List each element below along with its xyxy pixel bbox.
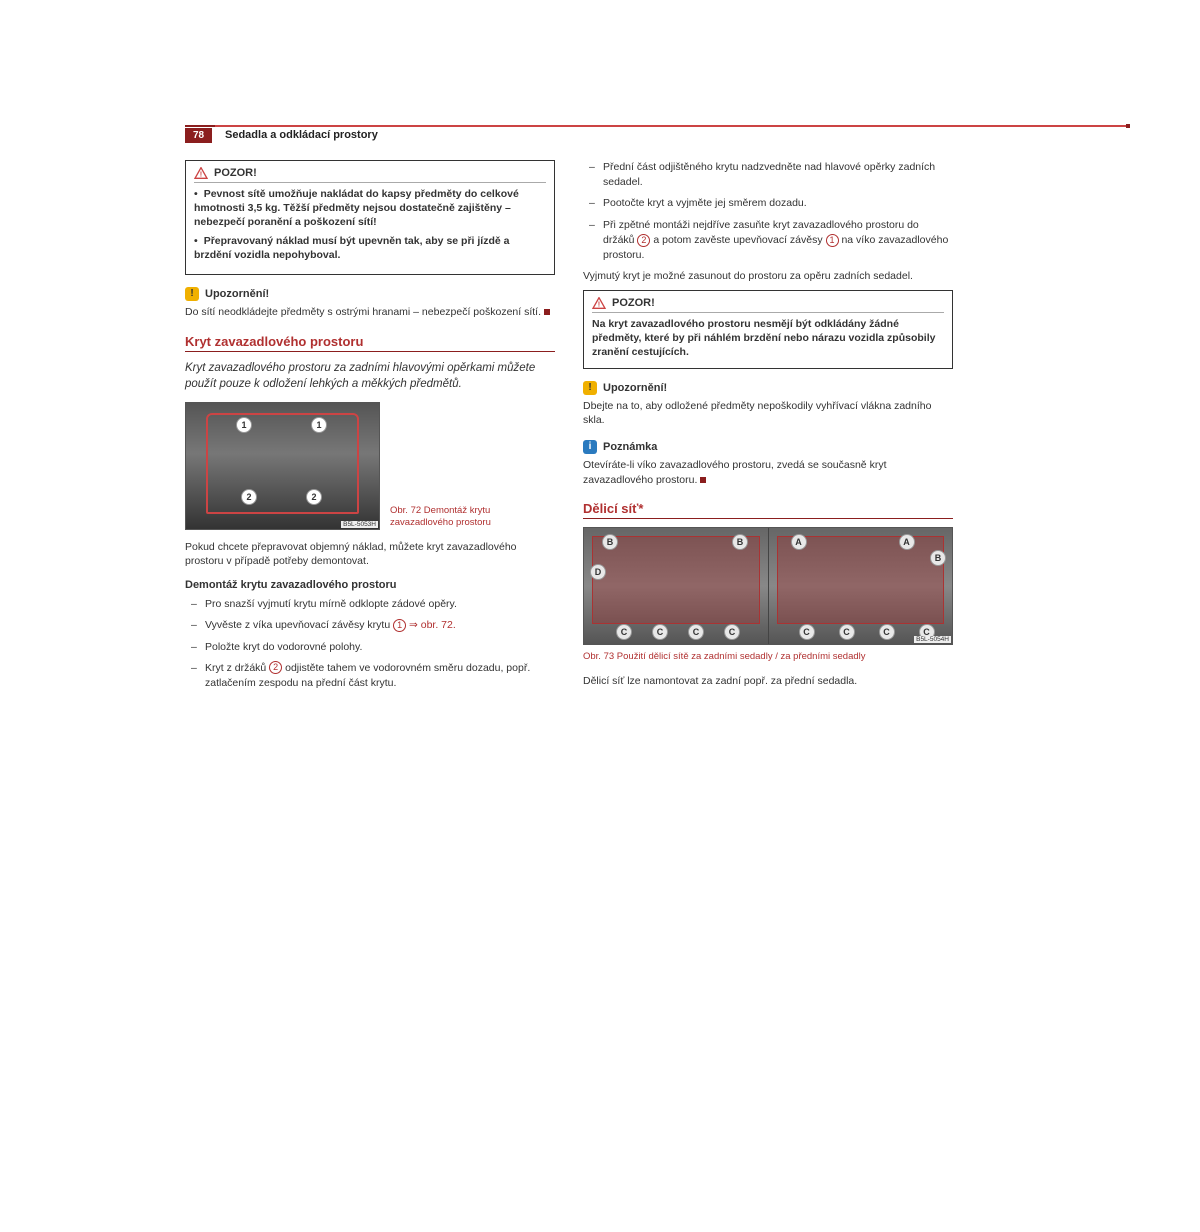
figure-72: 1 1 2 2 B5L-5053H Obr. 72 Demontáž krytu…	[185, 402, 555, 530]
list-item: Vyvěste z víka upevňovací závěsy krytu 1…	[185, 618, 555, 633]
section-rule	[583, 518, 953, 519]
svg-text:!: !	[200, 169, 202, 178]
figure-id: B5L-5054H	[914, 636, 951, 643]
figure-72-caption: Obr. 72 Demontáž krytu zavazadlového pro…	[390, 505, 545, 530]
list-item: Při zpětné montáži nejdříve zasuňte kryt…	[583, 218, 953, 264]
figure-73-caption: Obr. 73 Použití dělicí sítě za zadními s…	[583, 651, 953, 663]
caution-heading: ! Upozornění!	[185, 287, 555, 301]
warning-triangle-icon: !	[194, 167, 208, 179]
list-item: Pootočte kryt a vyjměte jej směrem dozad…	[583, 196, 953, 211]
note-heading: i Poznámka	[583, 440, 953, 454]
figure-id: B5L-5053H	[341, 521, 378, 528]
figure-72-image: 1 1 2 2 B5L-5053H	[185, 402, 380, 530]
section-lead: Kryt zavazadlového prostoru za zadními h…	[185, 360, 555, 392]
callout-2-icon: 2	[637, 234, 650, 247]
body-text: Dělicí síť lze namontovat za zadní popř.…	[583, 674, 953, 689]
caution-icon: !	[185, 287, 199, 301]
section-heading: Kryt zavazadlového prostoru	[185, 334, 555, 349]
ref-link: ⇒ obr. 72.	[406, 619, 456, 631]
warning-label: POZOR!	[612, 297, 655, 309]
right-column: Přední část odjištěného krytu nadzvednět…	[583, 160, 953, 697]
figure-73-image: B B D C C C C A A B C C C C B5L	[583, 527, 953, 645]
end-marker-icon	[700, 477, 706, 483]
procedure-list-cont: Přední část odjištěného krytu nadzvednět…	[583, 160, 953, 263]
warning-item: Pevnost sítě umožňuje nakládat do kapsy …	[194, 187, 546, 230]
list-item: Přední část odjištěného krytu nadzvednět…	[583, 160, 953, 190]
warning-triangle-icon: !	[592, 297, 606, 309]
note-label: Poznámka	[603, 441, 657, 453]
caution-icon: !	[583, 381, 597, 395]
header-rule	[185, 125, 1130, 127]
warning-item: Přepravovaný náklad musí být upevněn tak…	[194, 234, 546, 262]
procedure-list: Pro snazší vyjmutí krytu mírně odklopte …	[185, 597, 555, 691]
warning-label: POZOR!	[214, 167, 257, 179]
callout-2-icon: 2	[269, 661, 282, 674]
caution-text: Do sítí neodkládejte předměty s ostrými …	[185, 305, 555, 320]
section-heading: Dělicí síť*	[583, 501, 953, 516]
list-item: Položte kryt do vodorovné polohy.	[185, 640, 555, 655]
note-text: Otevíráte-li víko zavazadlového prostoru…	[583, 458, 953, 487]
section-rule	[185, 351, 555, 352]
warning-box-1: ! POZOR! Pevnost sítě umožňuje nakládat …	[185, 160, 555, 275]
svg-text:!: !	[598, 299, 600, 308]
caution-label: Upozornění!	[205, 288, 269, 300]
left-column: ! POZOR! Pevnost sítě umožňuje nakládat …	[185, 160, 555, 697]
caution-text: Dbejte na to, aby odložené předměty nepo…	[583, 399, 953, 428]
page-content: ! POZOR! Pevnost sítě umožňuje nakládat …	[185, 130, 955, 697]
end-marker-icon	[544, 309, 550, 315]
list-item: Kryt z držáků 2 odjistěte tahem ve vodor…	[185, 661, 555, 691]
warning-text: Na kryt zavazadlového prostoru nesmějí b…	[592, 318, 935, 358]
list-item: Pro snazší vyjmutí krytu mírně odklopte …	[185, 597, 555, 612]
caution-heading: ! Upozornění!	[583, 381, 953, 395]
body-text: Pokud chcete přepravovat objemný náklad,…	[185, 540, 555, 569]
callout-1-icon: 1	[826, 234, 839, 247]
info-icon: i	[583, 440, 597, 454]
warning-box-2: ! POZOR! Na kryt zavazadlového prostoru …	[583, 290, 953, 369]
callout-1-icon: 1	[393, 619, 406, 632]
body-text: Vyjmutý kryt je možné zasunout do prosto…	[583, 269, 953, 284]
subheading: Demontáž krytu zavazadlového prostoru	[185, 579, 555, 591]
caution-label: Upozornění!	[603, 382, 667, 394]
